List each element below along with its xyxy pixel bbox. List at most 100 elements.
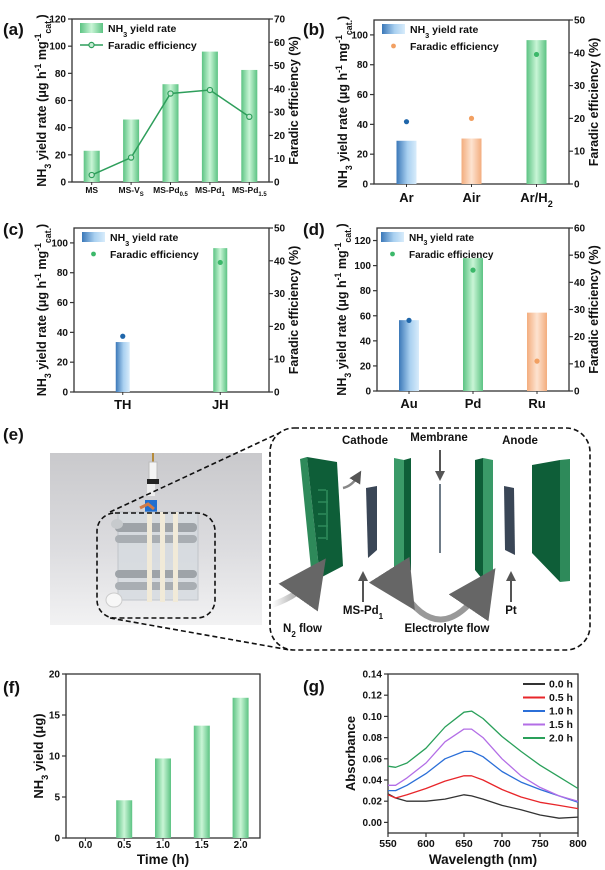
panel-label-d: (d) [303,220,325,239]
y-axis-label: NH3 yield (μg) [31,713,50,798]
cathode-frame-side [404,458,411,580]
x-axis-label: Time (h) [137,852,189,867]
x-tick-label: 1.0 [156,840,170,851]
pt-electrode [504,486,515,555]
y-tick-label: 80 [57,268,69,279]
label-n2-flow: N2 flow [283,623,322,639]
label-cathode: Cathode [342,435,388,447]
bar-d-2 [527,312,547,391]
x-tick-label: 550 [379,838,397,850]
n2-flow-arrow [270,558,326,612]
label-electrolyte-flow: Electrolyte flow [405,623,490,635]
photo-electrode-stem [147,484,155,496]
cathode-end-plate-side [300,457,320,579]
x-tick-label: 0.0 [78,840,92,851]
anode-frame-side [475,458,483,580]
y2-tick-label: 50 [574,251,586,262]
x-tick-label: MS-VS [118,185,143,198]
flow-channel [318,489,328,540]
bar-b-1 [461,138,482,184]
legend-label: Faradic efficiency [108,40,197,52]
y-axis-label: NH3 yield rate (μg h-1 mg-1cat.) [33,14,53,186]
photo-wing-nut [111,519,123,529]
label-anode: Anode [502,435,538,447]
legend-swatch-bar [82,232,105,242]
legend-label: Faradic efficiency [110,249,199,261]
legend-swatch-bar [382,24,405,34]
y-tick-label: 100 [49,42,66,53]
bar-b-2 [526,40,547,184]
y2-tick-label: 60 [274,38,286,49]
y-tick-label: 120 [49,15,66,26]
y-axis-label: NH3 yield rate (μg h-1 mg-1cat.) [334,16,354,188]
series-line-20h [387,710,579,790]
y2-tick-label: 10 [574,359,586,370]
plot-frame [387,673,579,834]
y2-tick-label: 20 [574,114,586,125]
legend-label: NH3 yield rate [108,23,176,39]
panel-e: (e) [3,425,591,651]
photo-tube-fitting [105,592,123,608]
y-tick-label: 40 [357,120,369,131]
fe-point [246,113,253,121]
x-tick-label: 750 [531,838,549,850]
legend-label: Faradic efficiency [409,250,494,261]
y-tick-label: 10 [49,752,61,763]
legend-swatch-point [88,41,95,49]
y2-tick-label: 40 [574,48,586,59]
bar-c-1 [213,248,228,392]
y-tick-label: 20 [55,150,67,161]
photo-rod-1 [115,523,197,532]
y-axis-label: NH3 yield rate (μg h-1 mg-1cat.) [333,223,353,395]
y2-tick-label: 50 [274,61,286,72]
zoom-line-bottom [109,617,291,651]
y2-axis-label: Faradic efficiency (%) [287,36,301,165]
bar-a-1 [123,119,140,182]
y2-axis-label: Faradic efficiency (%) [287,246,301,375]
bar-a-4 [241,69,258,182]
label-ms-pd1: MS-Pd1 [343,605,384,621]
y2-tick-label: 20 [274,131,286,142]
x-tick-label: MS [85,185,98,195]
bar-c-0 [115,342,130,392]
legend-label: NH3 yield rate [110,232,178,248]
panel-label-c: (c) [3,220,24,239]
fe-point [406,317,412,323]
y-tick-label: 80 [55,69,67,80]
bar-a-3 [201,51,218,182]
photo-copper-clip [139,502,155,511]
y-tick-label: 40 [57,328,69,339]
x-tick-label: MS-Pd1.5 [232,185,267,198]
y2-tick-label: 70 [274,15,286,26]
y-tick-label: 60 [357,90,369,101]
fe-point [403,119,410,125]
cathode-end-plate [307,457,343,578]
x-tick-label: 2.0 [234,840,248,851]
y-tick-label: 100 [351,30,368,41]
y2-axis-label: Faradic efficiency (%) [587,38,601,167]
y2-tick-label: 0 [574,180,580,191]
photo-wire [152,453,154,465]
cell-schematic: Cathode Membrane Anode MS-Pd1 Pt N2 flow… [270,432,570,639]
y-tick-label: 20 [49,670,61,681]
x-tick-label: 0.5 [117,840,131,851]
legend-label: 0.5 h [549,692,573,704]
y2-tick-label: 50 [574,16,586,27]
y-tick-label: 100 [51,238,68,249]
y2-tick-label: 50 [274,224,286,235]
legend-swatch-point [91,251,96,257]
y2-tick-label: 40 [274,84,286,95]
anode-end-plate [532,460,560,582]
y-tick-label: 15 [49,711,61,722]
y2-tick-label: 10 [274,154,286,165]
x-tick-label: 800 [569,838,587,850]
x-tick-label: Air [462,190,480,205]
y2-tick-label: 40 [574,278,586,289]
y-tick-label: 0 [60,178,66,189]
y-tick-label: 60 [55,96,67,107]
x-tick-label: JH [212,397,229,412]
x-tick-label: 650 [455,838,473,850]
x-tick-label: Ru [528,396,545,411]
